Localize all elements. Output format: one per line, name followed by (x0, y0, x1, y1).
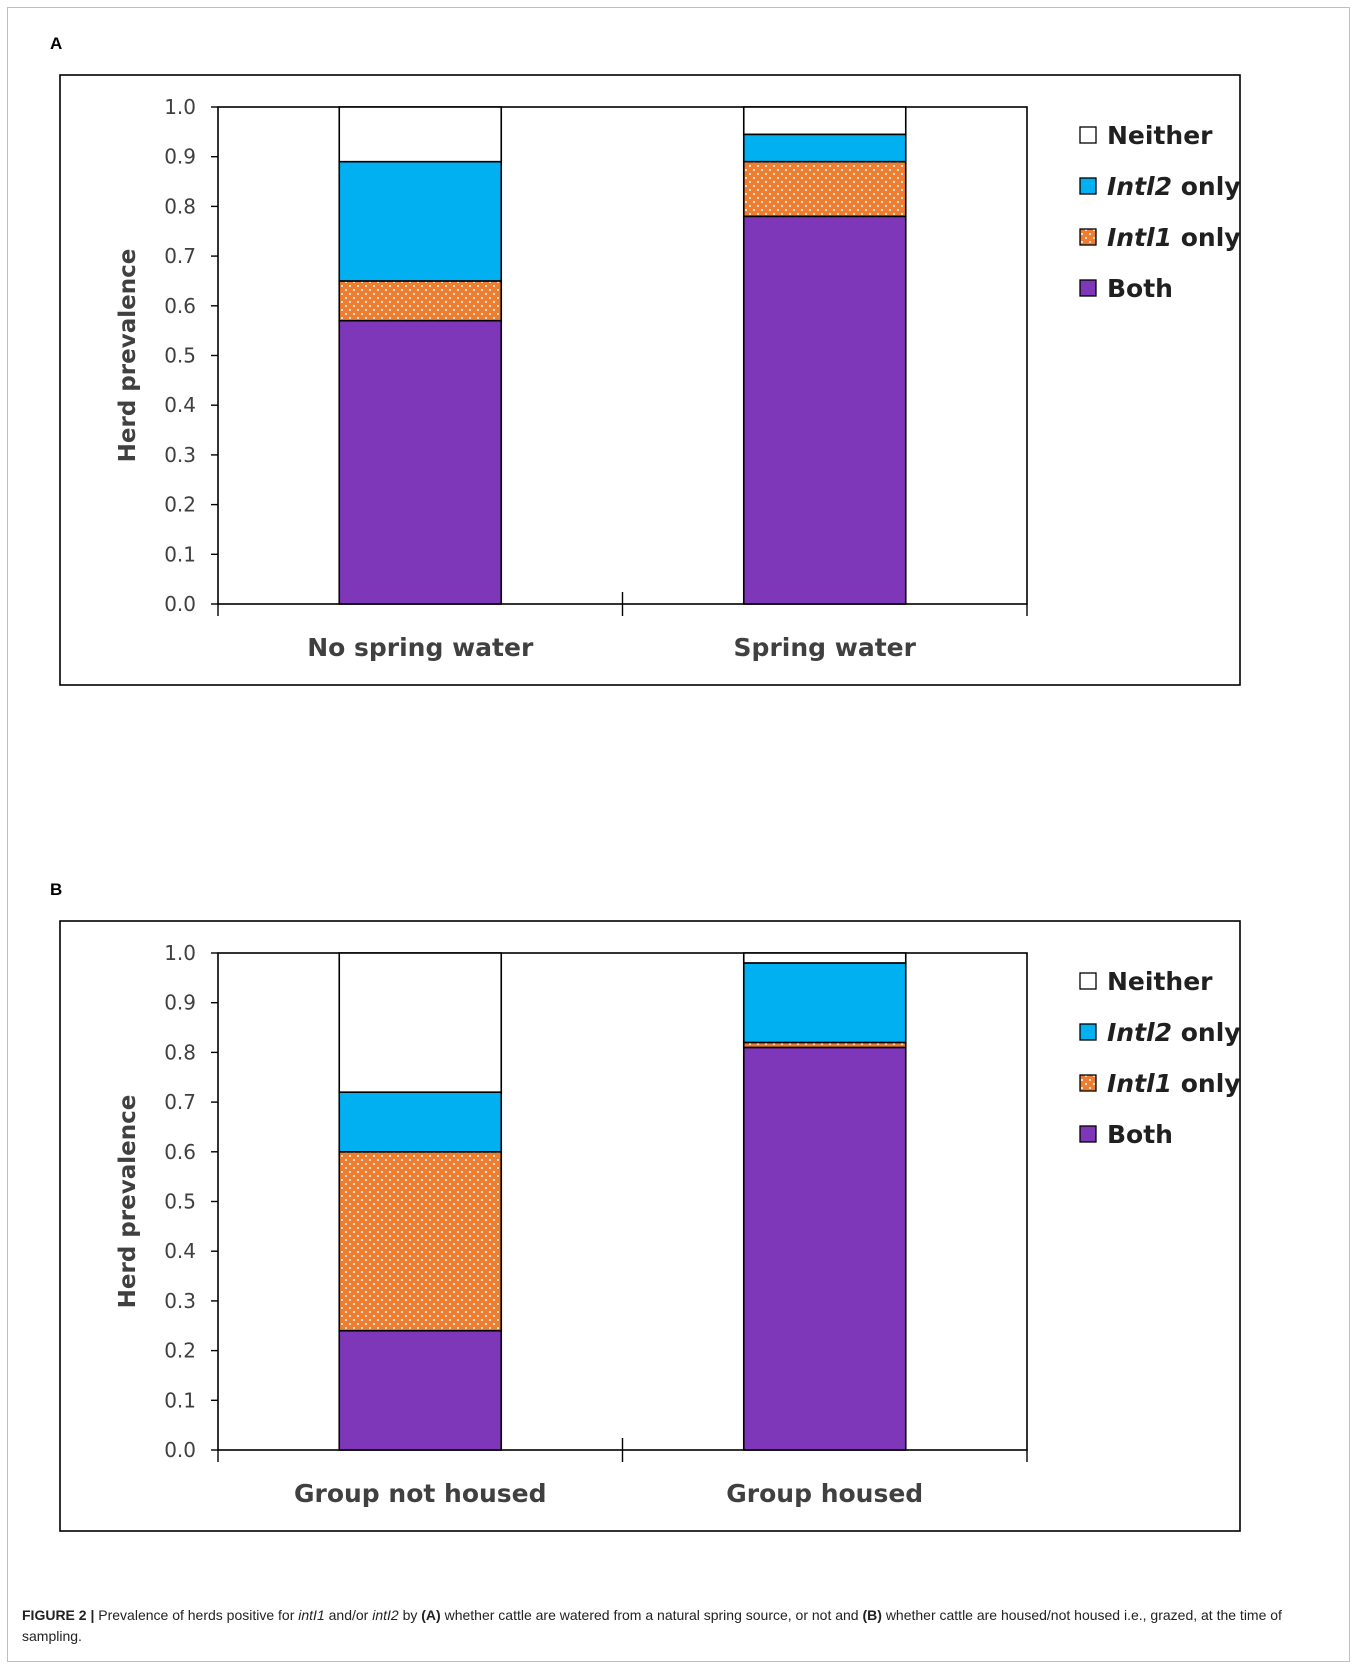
caption-text-4: whether cattle are watered from a natura… (444, 1607, 859, 1623)
bar-segment-intl2 (742, 962, 907, 1044)
bar-segment-intl1 (338, 280, 503, 322)
legend-label-neither: Neither (1107, 121, 1213, 150)
caption-text-2: and/or (328, 1607, 369, 1623)
caption-gene-1: intI1 (298, 1607, 325, 1623)
legend-swatch-both (1079, 279, 1097, 297)
caption-ref-a: (A) (421, 1607, 441, 1623)
legend-text: only (1172, 172, 1241, 201)
legend-gene-name: Intl2 (1107, 172, 1172, 201)
bar-segment-both (742, 1046, 907, 1451)
legend-gene-name: Intl1 (1107, 1069, 1172, 1098)
legend-label-intl1: Intl1 only (1107, 1069, 1241, 1098)
legend-text: Both (1107, 1120, 1173, 1149)
bar-segment-intl2 (742, 133, 907, 163)
legend-text: only (1172, 1018, 1241, 1047)
y-tick-label: 0.7 (164, 244, 196, 268)
caption-ref-b: (B) (862, 1607, 882, 1623)
legend-label-intl2: Intl2 only (1107, 1018, 1241, 1047)
bar-segment-both (338, 1329, 503, 1451)
x-category-label: No spring water (307, 633, 534, 662)
y-tick-label: 0.1 (164, 1388, 196, 1412)
legend-label-intl2: Intl2 only (1107, 172, 1241, 201)
chart-a: 0.0 0.1 0.2 0.3 0.4 0.5 0.6 0.7 0.8 0.9 1.0 Herd pr… (59, 74, 1241, 686)
caption-text-3: by (402, 1607, 418, 1623)
x-category-label: Group not housed (294, 1479, 547, 1508)
chart-frame (59, 920, 1241, 1532)
y-tick-label: 0.0 (164, 1438, 196, 1462)
legend-text: only (1172, 1069, 1241, 1098)
bar-segment-both (742, 215, 907, 605)
y-tick-label: 0.9 (164, 145, 196, 169)
y-tick-label: 0.3 (164, 443, 196, 467)
bar-segment-neither (742, 952, 907, 964)
y-tick-label: 1.0 (164, 941, 196, 965)
y-tick-label: 0.6 (164, 294, 196, 318)
panel-b-label: B (50, 880, 63, 899)
caption-text-1: Prevalence of herds positive for (98, 1607, 295, 1623)
legend-swatch-neither (1079, 126, 1097, 144)
legend-swatch-intl2 (1079, 177, 1097, 195)
panel-a-label: A (50, 34, 63, 53)
y-tick-label: 0.9 (164, 991, 196, 1015)
legend-swatch-both (1079, 1125, 1097, 1143)
y-axis-title: Herd prevalence (115, 1095, 141, 1309)
bar-segment-intl2 (338, 160, 503, 282)
bar-segment-intl1 (742, 160, 907, 218)
legend-label-both: Both (1107, 274, 1173, 303)
legend-swatch-intl2 (1079, 1023, 1097, 1041)
chart-b: 0.0 0.1 0.2 0.3 0.4 0.5 0.6 0.7 0.8 0.9 1.0 Herd pr… (59, 920, 1241, 1532)
y-tick-label: 0.7 (164, 1090, 196, 1114)
y-tick-label: 0.6 (164, 1140, 196, 1164)
legend-gene-name: Intl1 (1107, 223, 1172, 252)
y-tick-label: 1.0 (164, 95, 196, 119)
figure-frame (7, 7, 1350, 1662)
caption-label: FIGURE 2 | (22, 1607, 95, 1623)
bar-segment-neither (742, 106, 907, 136)
bar-segment-intl2 (338, 1091, 503, 1153)
y-tick-label: 0.5 (164, 1190, 196, 1214)
y-tick-label: 0.8 (164, 194, 196, 218)
legend-text: Neither (1107, 967, 1213, 996)
bar-segment-neither (338, 952, 503, 1093)
chart-frame (59, 74, 1241, 686)
y-tick-label: 0.3 (164, 1289, 196, 1313)
bar-segment-neither (338, 106, 503, 163)
y-tick-label: 0.1 (164, 542, 196, 566)
legend-swatch-intl1 (1079, 1074, 1097, 1092)
y-tick-label: 0.8 (164, 1040, 196, 1064)
legend-swatch-neither (1079, 972, 1097, 990)
y-axis-title: Herd prevalence (115, 249, 141, 463)
y-tick-label: 0.0 (164, 592, 196, 616)
legend-text: only (1172, 223, 1241, 252)
bar-segment-both (338, 319, 503, 605)
x-category-label: Spring water (734, 633, 917, 662)
x-category-label: Group housed (726, 1479, 923, 1508)
y-tick-label: 0.5 (164, 344, 196, 368)
legend-text: Neither (1107, 121, 1213, 150)
y-tick-label: 0.2 (164, 493, 196, 517)
caption-gene-2: intI2 (372, 1607, 399, 1623)
legend-gene-name: Intl2 (1107, 1018, 1172, 1047)
caption-text-5: whether cattle are housed/not housed i.e… (22, 1607, 1282, 1644)
legend-label-neither: Neither (1107, 967, 1213, 996)
y-tick-label: 0.4 (164, 393, 196, 417)
legend-text: Both (1107, 274, 1173, 303)
figure-caption: FIGURE 2 | Prevalence of herds positive … (22, 1605, 1332, 1647)
legend-swatch-intl1 (1079, 228, 1097, 246)
legend-label-both: Both (1107, 1120, 1173, 1149)
y-tick-label: 0.2 (164, 1339, 196, 1363)
bar-segment-intl1 (338, 1150, 503, 1332)
y-tick-label: 0.4 (164, 1239, 196, 1263)
legend-label-intl1: Intl1 only (1107, 223, 1241, 252)
